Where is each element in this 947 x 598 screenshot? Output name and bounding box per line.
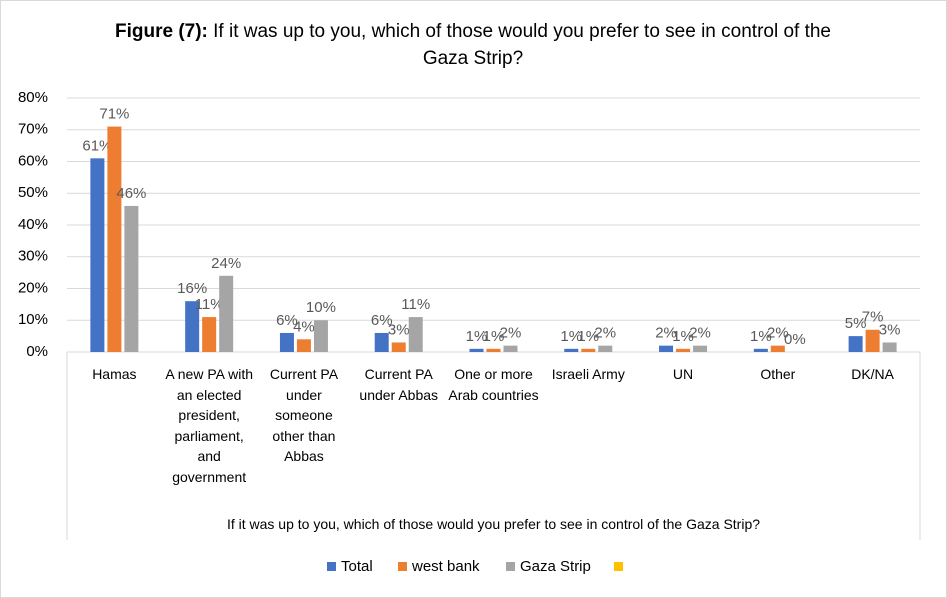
bar (486, 348, 501, 352)
data-label: 61% (82, 137, 112, 154)
bar (770, 345, 785, 352)
bar (374, 332, 389, 352)
y-tick-label: 40% (18, 216, 48, 233)
legend-swatch (398, 562, 407, 571)
data-label: 11% (401, 296, 430, 313)
y-tick-label: 70% (18, 121, 48, 138)
data-label: 3% (388, 321, 410, 338)
legend-swatch (614, 562, 623, 571)
data-label: 2% (689, 325, 711, 342)
x-tick-label: Israeli Army (551, 366, 625, 382)
chart-title: Figure (7): If it was up to you, which o… (98, 18, 848, 72)
data-label: 1% (483, 328, 505, 345)
bar (469, 348, 484, 352)
bar (503, 345, 518, 352)
legend-label: Gaza Strip (520, 558, 591, 575)
bar (882, 342, 897, 352)
bar (753, 348, 768, 352)
data-label: 1% (560, 328, 582, 345)
data-label: 2% (594, 325, 616, 342)
bar (296, 339, 311, 352)
y-tick-label: 20% (18, 279, 48, 296)
bar (185, 301, 200, 352)
bar (90, 158, 105, 352)
data-label: 2% (767, 325, 789, 342)
bar (391, 342, 406, 352)
bar (107, 126, 122, 352)
data-label: 24% (211, 255, 241, 272)
data-label: 71% (99, 106, 129, 123)
bar (693, 345, 708, 352)
legend-label: west bank (411, 558, 480, 575)
data-label: 4% (293, 318, 315, 335)
x-tick-label: One or more Arab countries (448, 366, 539, 403)
data-label: 5% (845, 315, 867, 332)
data-label: 10% (306, 299, 336, 316)
data-label: 0% (784, 331, 806, 348)
data-label: 1% (750, 328, 772, 345)
y-tick-label: 50% (18, 184, 48, 201)
x-tick-label: A new PA with an elected president, parl… (165, 366, 253, 485)
data-label: 11% (195, 296, 224, 313)
legend-swatch (506, 562, 515, 571)
bar (598, 345, 613, 352)
data-label: 1% (672, 328, 694, 345)
x-tick-label: Hamas (92, 366, 137, 382)
x-tick-label: Other (760, 366, 796, 382)
bar (219, 275, 234, 352)
data-label: 1% (577, 328, 599, 345)
bar (659, 345, 674, 352)
legend-label: Total (341, 558, 373, 575)
data-label: 3% (879, 321, 901, 338)
y-tick-label: 10% (18, 311, 48, 328)
data-label: 6% (276, 312, 298, 329)
data-label: 2% (500, 325, 522, 342)
data-label: 7% (862, 309, 884, 326)
legend-swatch (327, 562, 336, 571)
x-tick-label: Current PA under someone other than Abba… (269, 366, 339, 464)
bar (279, 332, 294, 352)
data-label: 46% (116, 185, 146, 202)
bar (865, 329, 880, 352)
y-tick-label: 60% (18, 152, 48, 169)
title-label: Figure (7): (114, 21, 208, 42)
bar (408, 317, 423, 352)
y-tick-label: 80% (18, 89, 48, 106)
data-label: 1% (466, 328, 488, 345)
x-tick-label: UN (672, 366, 694, 382)
y-tick-label: 0% (26, 343, 48, 360)
bar (581, 348, 596, 352)
bar (564, 348, 579, 352)
bar (313, 320, 328, 352)
bar (124, 205, 139, 352)
data-label: 2% (655, 325, 677, 342)
title-text: If it was up to you, which of those woul… (213, 21, 831, 69)
x-axis-title: If it was up to you, which of those woul… (226, 516, 761, 532)
data-label: 6% (371, 312, 393, 329)
data-label: 16% (177, 280, 207, 297)
y-tick-label: 30% (18, 248, 48, 265)
bar (848, 336, 863, 352)
bar (676, 348, 691, 352)
bar (202, 317, 217, 352)
x-tick-label: Current PA under Abbas (359, 366, 439, 403)
x-tick-label: DK/NA (851, 366, 894, 382)
